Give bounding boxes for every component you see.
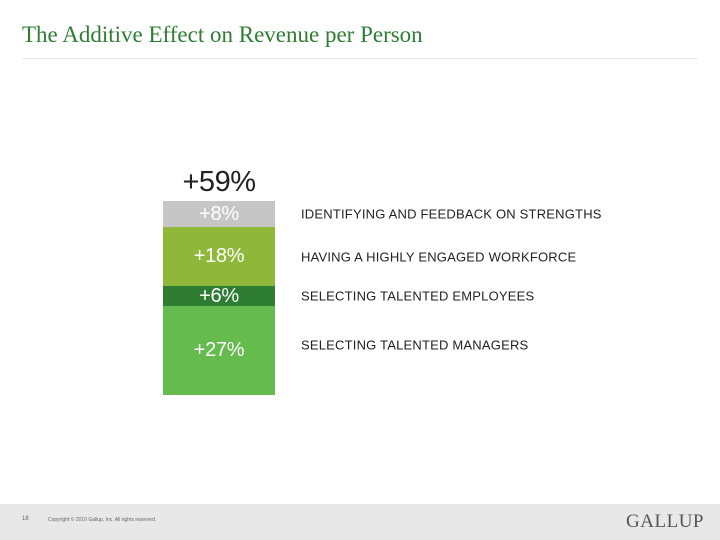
footer-bar [0,504,720,540]
total-label: +59% [182,166,256,198]
segment-value-label: +27% [193,339,245,362]
segment-value-label: +6% [199,284,239,307]
title-divider [22,58,698,59]
segment-category-label: SELECTING TALENTED EMPLOYEES [301,288,535,304]
bar-segment: +8% [163,201,275,228]
segment-category-label: HAVING A HIGHLY ENGAGED WORKFORCE [301,249,577,265]
segment-value-label: +18% [193,245,245,268]
bar-segment: +27% [163,306,275,395]
bar-segment: +6% [163,284,275,307]
slide-title: The Additive Effect on Revenue per Perso… [22,22,423,47]
segment-value-label: +8% [199,202,239,225]
segment-category-label: SELECTING TALENTED MANAGERS [301,337,529,353]
copyright-text: Copyright © 2010 Gallup, Inc. All rights… [48,517,157,523]
segment-category-label: IDENTIFYING AND FEEDBACK ON STRENGTHS [301,206,602,222]
page-number: 18 [22,516,29,522]
bar-segment: +18% [163,227,275,287]
gallup-logo: GALLUP [626,511,704,532]
